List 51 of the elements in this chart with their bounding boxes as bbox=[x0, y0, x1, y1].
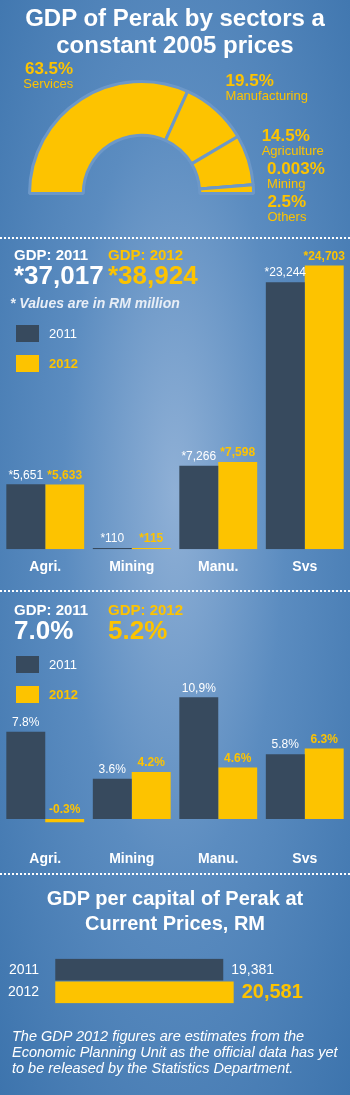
data-label: 2.5% bbox=[267, 192, 307, 212]
slice-label: Manufacturing bbox=[225, 87, 308, 103]
data-label: 7.8% bbox=[12, 715, 40, 730]
slice-label: Mining bbox=[267, 176, 306, 192]
data-label: *110 bbox=[100, 531, 125, 546]
legend-label: 2011 bbox=[49, 325, 77, 341]
data-label: 3.6% bbox=[98, 762, 127, 777]
text: 5.2% bbox=[108, 615, 168, 646]
data-label: 4.2% bbox=[137, 755, 166, 770]
text: GDP: 2011 bbox=[14, 246, 89, 263]
x-tick-label: Manu. bbox=[198, 558, 239, 575]
annotation: *37,017 bbox=[14, 260, 104, 291]
data-label: 6.3% bbox=[310, 731, 339, 746]
slice-label: Others bbox=[267, 209, 307, 225]
data-label: 4.6% bbox=[224, 750, 252, 765]
x-tick-label: Mining bbox=[109, 558, 155, 575]
x-tick-label: Agri. bbox=[29, 850, 62, 867]
data-label: 5.8% bbox=[271, 737, 300, 752]
x-tick-label: Manu. bbox=[198, 850, 239, 867]
x-tick-label: Svs bbox=[292, 558, 318, 575]
data-label: 63.5% bbox=[24, 58, 74, 78]
data-label: *5,633 bbox=[47, 467, 83, 482]
data-label: *24,703 bbox=[303, 248, 346, 263]
data-label: 19,381 bbox=[231, 960, 275, 977]
slice-label: Services bbox=[23, 75, 74, 91]
text: 7.0% bbox=[14, 615, 74, 646]
data-label: 19.5% bbox=[225, 70, 274, 90]
chart-title: GDP per capital of Perak at Current Prices, RM bbox=[45, 886, 305, 936]
x-tick-label: Svs bbox=[292, 850, 318, 867]
annotation: * Values are in RM million bbox=[10, 295, 180, 311]
text: GDP: 2011 bbox=[14, 601, 89, 618]
data-label: 14.5% bbox=[261, 126, 310, 146]
data-label: *5,651 bbox=[8, 467, 44, 482]
data-label: *7,598 bbox=[220, 445, 256, 460]
data-label: -0.3% bbox=[49, 802, 81, 817]
data-label: 10,9% bbox=[181, 680, 217, 695]
text: The GDP 2012 figures are estimates from the Economic Planning Unit as the official data has yet to be released by the Statistics Department. bbox=[12, 1028, 339, 1076]
x-tick-label: Agri. bbox=[29, 558, 62, 575]
data-label: 20,581 bbox=[241, 979, 303, 1002]
annotation: *38,924 bbox=[108, 260, 198, 291]
text: GDP: 2012 bbox=[108, 601, 184, 618]
x-tick-label: Mining bbox=[109, 850, 155, 867]
chart-title: GDP of Perak by sectors a constant 2005 prices bbox=[24, 4, 326, 58]
data-label: 0.003% bbox=[267, 159, 325, 179]
data-label: *7,266 bbox=[181, 449, 217, 464]
data-label: *115 bbox=[139, 531, 164, 546]
legend-label: 2012 bbox=[49, 686, 78, 702]
legend-label: 2012 bbox=[49, 355, 78, 371]
text: GDP: 2012 bbox=[108, 246, 184, 263]
slice-label: Agriculture bbox=[261, 143, 324, 159]
legend-label: 2011 bbox=[49, 656, 77, 672]
